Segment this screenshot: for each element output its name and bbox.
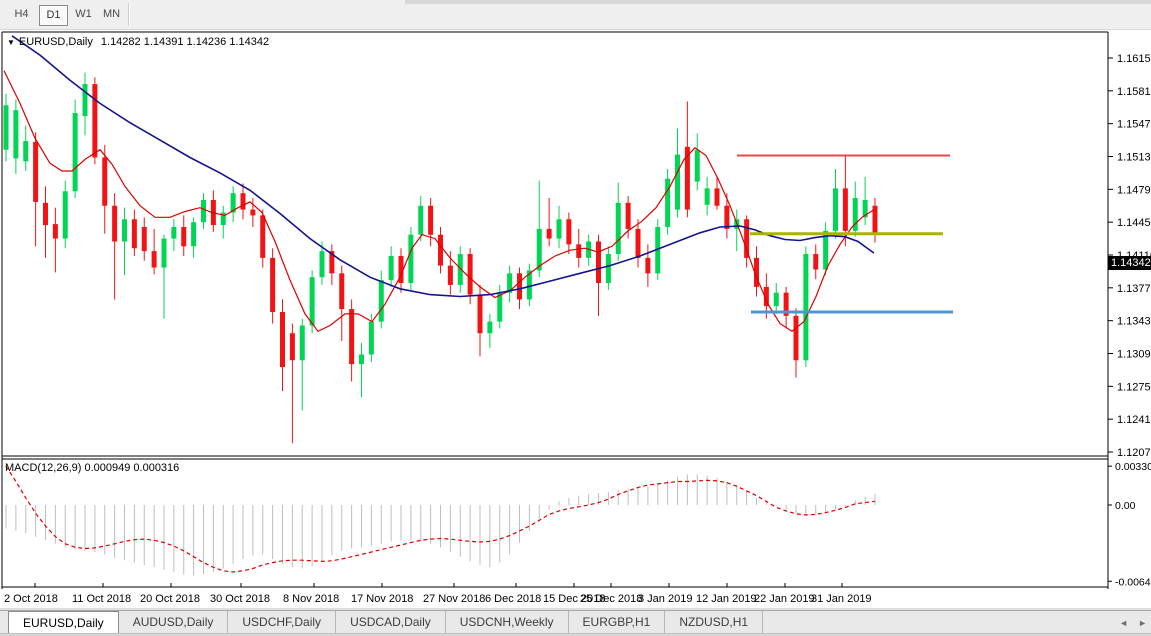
candles [3, 72, 878, 444]
tab-nzdusd-h1[interactable]: NZDUSD,H1 [665, 611, 764, 633]
tab-usdcad-daily[interactable]: USDCAD,Daily [336, 611, 446, 633]
horizontal-lines [737, 154, 953, 314]
tab-scroll-left-icon[interactable]: ◄ [1119, 617, 1129, 628]
svg-text:1.15810: 1.15810 [1117, 86, 1151, 98]
timeframe-button-mn[interactable]: MN [102, 8, 121, 20]
svg-text:1.14450: 1.14450 [1117, 217, 1151, 229]
svg-text:30 Oct 2018: 30 Oct 2018 [210, 593, 270, 605]
symbol-name: EURUSD,Daily [18, 36, 93, 48]
current-price-marker: 1.14342 [1108, 255, 1151, 270]
ma-fast-line-group [3, 70, 875, 333]
tab-usdcnh-weekly[interactable]: USDCNH,Weekly [446, 611, 569, 633]
price-axis: 1.16150 1.15810 1.15470 1.15130 1.14790 1.144… [1108, 53, 1151, 459]
timeframe-button-h4[interactable]: H4 [14, 8, 29, 20]
macd-signal [5, 465, 876, 573]
svg-text:17 Nov 2018: 17 Nov 2018 [351, 593, 413, 605]
svg-text:1.16150: 1.16150 [1117, 53, 1151, 65]
svg-text:6 Dec 2018: 6 Dec 2018 [485, 593, 541, 605]
tab-scroll-right-icon[interactable]: ► [1138, 617, 1147, 628]
svg-text:1.14790: 1.14790 [1117, 184, 1151, 196]
svg-text:-0.00649: -0.00649 [1115, 576, 1151, 588]
ma-slow-line [11, 35, 875, 298]
svg-text:11 Oct 2018: 11 Oct 2018 [72, 593, 131, 605]
svg-text:12 Jan 2019: 12 Jan 2019 [696, 593, 757, 605]
svg-text:1.15470: 1.15470 [1117, 119, 1151, 131]
timeframe-button-d1[interactable]: D1 [39, 5, 68, 26]
svg-text:22 Jan 2019: 22 Jan 2019 [754, 593, 815, 605]
macd-axis: 0.003306 0.00 -0.00649 [1108, 461, 1151, 588]
svg-text:0.003306: 0.003306 [1115, 461, 1151, 473]
chart-window: 1.16150 1.15810 1.15470 1.15130 1.14790 1.144… [0, 30, 1151, 610]
ma-slow-line-group [11, 35, 875, 298]
symbol-ohlc-values: 1.14282 1.14391 1.14236 1.14342 [100, 36, 270, 48]
svg-text:1.13090: 1.13090 [1117, 348, 1151, 360]
tab-eurgbp-h1[interactable]: EURGBP,H1 [569, 611, 666, 633]
macd-histogram [5, 474, 876, 576]
svg-text:1.15130: 1.15130 [1117, 151, 1151, 163]
svg-text:1.12750: 1.12750 [1117, 381, 1151, 393]
chart-svg[interactable]: 1.16150 1.15810 1.15470 1.15130 1.14790 1.144… [0, 30, 1151, 610]
macd-indicator-label: MACD(12,26,9) 0.000949 0.000316 [5, 462, 180, 474]
svg-text:15 Dec 2018: 15 Dec 2018 [543, 593, 605, 605]
tab-audusd-daily[interactable]: AUDUSD,Daily [119, 611, 229, 633]
svg-text:1.13770: 1.13770 [1117, 283, 1151, 295]
chart-frame [0, 30, 1151, 610]
svg-text:0.00: 0.00 [1115, 500, 1136, 512]
svg-text:1.13430: 1.13430 [1117, 316, 1151, 328]
ma-fast-line [3, 70, 875, 333]
tab-scroll-controls: ◄ ► [1119, 611, 1147, 634]
svg-text:2 Oct 2018: 2 Oct 2018 [4, 593, 58, 605]
tab-eurusd-daily[interactable]: EURUSD,Daily [8, 611, 119, 633]
svg-text:31 Jan 2019: 31 Jan 2019 [811, 593, 872, 605]
chart-symbol-title: ▼ EURUSD,Daily 1.14282 1.14391 1.14236 1.1… [7, 36, 269, 48]
svg-text:3 Jan 2019: 3 Jan 2019 [638, 593, 692, 605]
chart-tab-bar: EURUSD,Daily AUDUSD,Daily USDCHF,Daily U… [0, 610, 1151, 633]
tab-usdchf-daily[interactable]: USDCHF,Daily [228, 611, 337, 633]
svg-text:27 Nov 2018: 27 Nov 2018 [423, 593, 485, 605]
timeframe-toolbar: H4 D1 W1 MN [0, 0, 1151, 30]
svg-text:25 Dec 2018: 25 Dec 2018 [580, 593, 642, 605]
svg-text:8 Nov 2018: 8 Nov 2018 [283, 593, 339, 605]
chevron-down-icon: ▼ [7, 38, 15, 47]
svg-text:20 Oct 2018: 20 Oct 2018 [140, 593, 200, 605]
time-axis: 2 Oct 2018 11 Oct 2018 20 Oct 2018 30 Oct 2… [4, 583, 872, 605]
toolbar-edge [405, 0, 1151, 4]
timeframe-button-w1[interactable]: W1 [75, 8, 92, 20]
macd-signal-line [5, 465, 876, 573]
toolbar-separator [128, 3, 130, 26]
status-bar [0, 633, 1151, 636]
svg-text:1.12410: 1.12410 [1117, 414, 1151, 426]
